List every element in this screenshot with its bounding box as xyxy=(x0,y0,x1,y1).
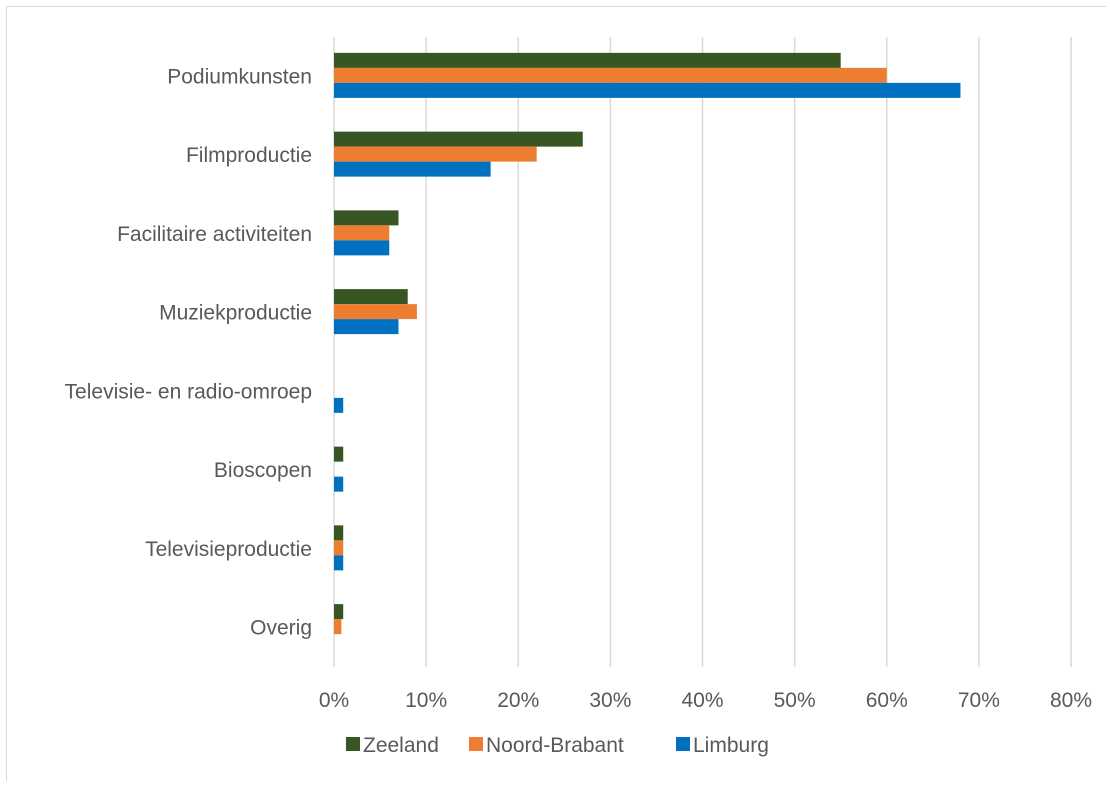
bar-zeeland xyxy=(334,131,583,147)
bar-noord-brabant xyxy=(334,67,887,83)
x-tick-label: 50% xyxy=(774,689,816,712)
chart-frame xyxy=(6,6,1106,781)
bar-noord-brabant xyxy=(334,540,344,556)
legend-swatch xyxy=(676,737,690,751)
category-label: Televisieproductie xyxy=(145,538,312,561)
category-label: Podiumkunsten xyxy=(167,65,312,88)
bar-limburg xyxy=(334,240,390,256)
x-tick-label: 40% xyxy=(681,689,723,712)
legend-label: Noord-Brabant xyxy=(486,734,624,757)
category-label: Muziekproductie xyxy=(159,302,312,325)
x-tick-label: 70% xyxy=(958,689,1000,712)
bar-limburg xyxy=(334,319,399,335)
bar-limburg xyxy=(334,397,344,413)
bar-zeeland xyxy=(334,446,344,462)
legend-label: Zeeland xyxy=(363,734,439,757)
legend-swatch xyxy=(469,737,483,751)
category-label: Bioscopen xyxy=(214,459,312,482)
category-label: Filmproductie xyxy=(186,144,312,167)
category-label: Overig xyxy=(250,617,312,640)
bar-noord-brabant xyxy=(334,304,417,320)
bar-zeeland xyxy=(334,289,408,305)
bar-limburg xyxy=(334,82,961,98)
legend-label: Limburg xyxy=(693,734,769,757)
bar-zeeland xyxy=(334,52,841,68)
category-label: Facilitaire activiteiten xyxy=(117,223,312,246)
bar-noord-brabant xyxy=(334,225,390,241)
x-tick-label: 60% xyxy=(866,689,908,712)
bar-limburg xyxy=(334,161,491,177)
bar-noord-brabant xyxy=(334,146,537,162)
legend-swatch xyxy=(346,737,360,751)
x-tick-label: 30% xyxy=(589,689,631,712)
x-tick-label: 0% xyxy=(319,689,349,712)
legend-item: Limburg xyxy=(676,734,769,757)
legend-item: Zeeland xyxy=(346,734,439,757)
bar-zeeland xyxy=(334,525,344,541)
x-tick-label: 10% xyxy=(405,689,447,712)
bar-zeeland xyxy=(334,604,344,620)
legend-item: Noord-Brabant xyxy=(469,734,624,757)
bar-limburg xyxy=(334,476,344,492)
x-tick-label: 20% xyxy=(497,689,539,712)
bar-noord-brabant xyxy=(334,619,342,635)
category-label: Televisie- en radio-omroep xyxy=(65,380,312,403)
bar-zeeland xyxy=(334,210,399,226)
bar-limburg xyxy=(334,555,344,571)
x-tick-label: 80% xyxy=(1050,689,1092,712)
